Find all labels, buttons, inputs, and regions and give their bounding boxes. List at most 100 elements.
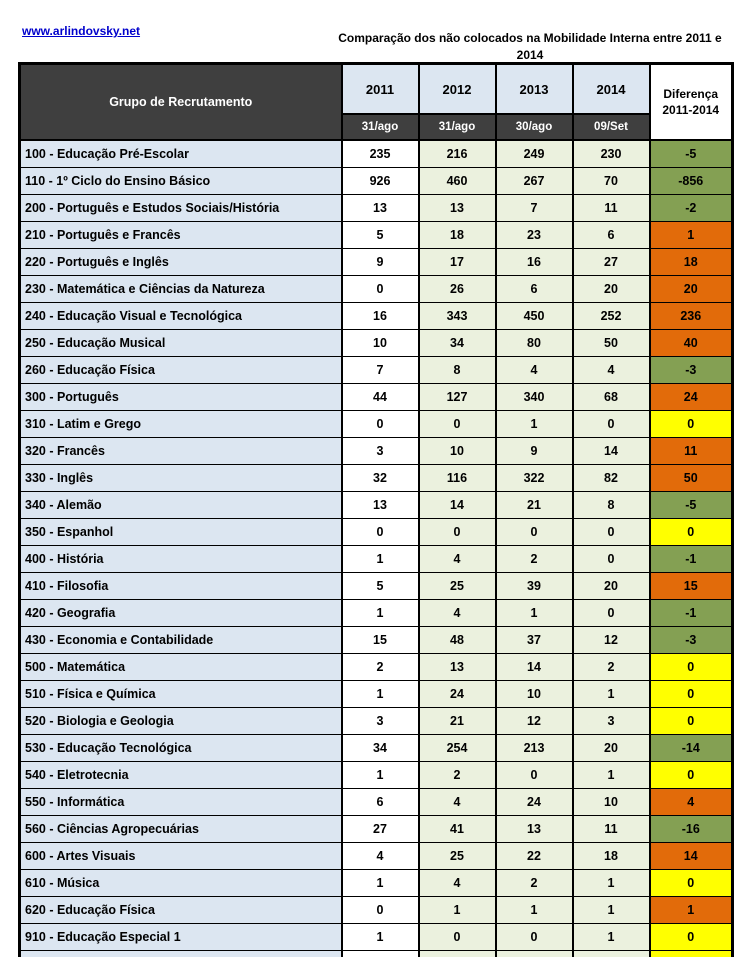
table-row: 600 - Artes Visuais 4 25 22 18 14 (18, 842, 734, 870)
group-cell: 210 - Português e Francês (18, 221, 343, 249)
diff-cell: 0 (648, 761, 734, 789)
diff-cell: 0 (648, 950, 734, 957)
column-header-diff: Diferença 2011-2014 (648, 62, 734, 141)
diff-cell: 0 (648, 410, 734, 438)
value-2011-cell: 10 (340, 329, 420, 357)
group-cell: 320 - Francês (18, 437, 343, 465)
table-row: 350 - Espanhol 0 0 0 0 0 (18, 518, 734, 546)
value-2012-cell: 14 (417, 491, 497, 519)
table-row: 340 - Alemão 13 14 21 8 -5 (18, 491, 734, 519)
column-header-2011: 2011 (340, 62, 420, 115)
value-2013-cell: 450 (494, 302, 574, 330)
value-2013-cell: 10 (494, 680, 574, 708)
group-cell: 260 - Educação Física (18, 356, 343, 384)
value-2012-cell: 2 (417, 761, 497, 789)
diff-cell: -1 (648, 545, 734, 573)
value-2012-cell: 26 (417, 275, 497, 303)
group-cell: 550 - Informática (18, 788, 343, 816)
value-2011-cell: 9 (340, 248, 420, 276)
value-2012-cell: 34 (417, 329, 497, 357)
value-2014-cell: 230 (571, 139, 651, 168)
value-2013-cell: 80 (494, 329, 574, 357)
value-2014-cell: 1 (571, 869, 651, 897)
value-2011-cell: 4 (340, 842, 420, 870)
value-2012-cell: 4 (417, 869, 497, 897)
value-2011-cell: 32 (340, 464, 420, 492)
group-cell: 330 - Inglês (18, 464, 343, 492)
value-2014-cell: 0 (571, 599, 651, 627)
group-cell: 220 - Português e Inglês (18, 248, 343, 276)
table-row: 920 - Educação Especial 200000 (18, 950, 734, 957)
table-row: 510 - Física e Química 1 24 10 1 0 (18, 680, 734, 708)
date-header-2014: 09/Set (571, 113, 651, 141)
diff-cell: -16 (648, 815, 734, 843)
header-row-dates: 31/ago 31/ago 30/ago 09/Set (20, 113, 733, 141)
value-2014-cell: 20 (571, 572, 651, 600)
diff-cell: 1 (648, 221, 734, 249)
table-row: 430 - Economia e Contabilidade 15 48 37 12 -3 (18, 626, 734, 654)
value-2013-cell: 21 (494, 491, 574, 519)
value-2012-cell: 13 (417, 194, 497, 222)
value-2011-cell: 3 (340, 437, 420, 465)
value-2013-cell: 2 (494, 869, 574, 897)
column-header-group: Grupo de Recrutamento (18, 62, 343, 141)
value-2011-cell: 1 (340, 923, 420, 951)
value-2014-cell: 20 (571, 734, 651, 762)
diff-cell: 50 (648, 464, 734, 492)
value-2011-cell: 13 (340, 194, 420, 222)
value-2012-cell: 4 (417, 788, 497, 816)
value-2014-cell: 82 (571, 464, 651, 492)
diff-cell: -3 (648, 626, 734, 654)
table-row: 620 - Educação Física 0 1 1 1 1 (18, 896, 734, 924)
site-link[interactable]: www.arlindovsky.net (22, 24, 141, 38)
value-2013-cell: 2 (494, 545, 574, 573)
top-bar: www.arlindovsky.net Comparação dos não c… (0, 0, 750, 62)
value-2012-cell: 8 (417, 356, 497, 384)
value-2012-cell: 0 (417, 518, 497, 546)
comparison-table: Grupo de Recrutamento 2011 2012 2013 201… (18, 62, 734, 957)
diff-cell: -856 (648, 167, 734, 195)
diff-cell: 4 (648, 788, 734, 816)
group-cell: 250 - Educação Musical (18, 329, 343, 357)
page-title-line1: Comparação dos não colocados na Mobilida… (338, 31, 722, 45)
table-row: 210 - Português e Francês 5 18 23 6 1 (18, 221, 734, 249)
value-2011-cell: 0 (340, 275, 420, 303)
value-2012-cell: 18 (417, 221, 497, 249)
value-2011-cell: 5 (340, 221, 420, 249)
value-2011-cell: 0 (340, 410, 420, 438)
value-2011-cell: 1 (340, 545, 420, 573)
value-2012-cell: 25 (417, 572, 497, 600)
table-row: 400 - História 1 4 2 0 -1 (18, 545, 734, 573)
header-row-years: Grupo de Recrutamento 2011 2012 2013 201… (18, 62, 734, 141)
table-row: 220 - Português e Inglês 9 17 16 27 18 (18, 248, 734, 276)
value-2012-cell: 0 (417, 923, 497, 951)
value-2014-cell: 20 (571, 275, 651, 303)
page-title-line2: 2014 (516, 48, 544, 62)
group-cell: 340 - Alemão (18, 491, 343, 519)
group-cell: 530 - Educação Tecnológica (18, 734, 343, 762)
value-2012-cell: 1 (417, 896, 497, 924)
diff-cell: -2 (648, 194, 734, 222)
value-2012-cell: 24 (417, 680, 497, 708)
table-body: 100 - Educação Pré-Escolar 235 216 249 230 -5… (18, 139, 734, 957)
group-cell: 920 - Educação Especial 2 (18, 950, 343, 957)
value-2014-cell: 8 (571, 491, 651, 519)
value-2012-cell: 0 (417, 410, 497, 438)
value-2012-cell: 343 (417, 302, 497, 330)
value-2012-cell: 254 (417, 734, 497, 762)
value-2012-cell: 25 (417, 842, 497, 870)
value-2012-cell: 116 (417, 464, 497, 492)
value-2014-cell: 0 (571, 545, 651, 573)
date-header-2011: 31/ago (340, 113, 420, 141)
group-cell: 110 - 1º Ciclo do Ensino Básico (18, 167, 343, 195)
diff-cell: 0 (648, 518, 734, 546)
table-row: 200 - Português e Estudos Sociais/Histór… (18, 194, 734, 222)
value-2013-cell: 267 (494, 167, 574, 195)
date-header-2012: 31/ago (417, 113, 497, 141)
value-2011-cell: 7 (340, 356, 420, 384)
value-2013-cell: 16 (494, 248, 574, 276)
value-2012-cell: 13 (417, 653, 497, 681)
diff-cell: 20 (648, 275, 734, 303)
